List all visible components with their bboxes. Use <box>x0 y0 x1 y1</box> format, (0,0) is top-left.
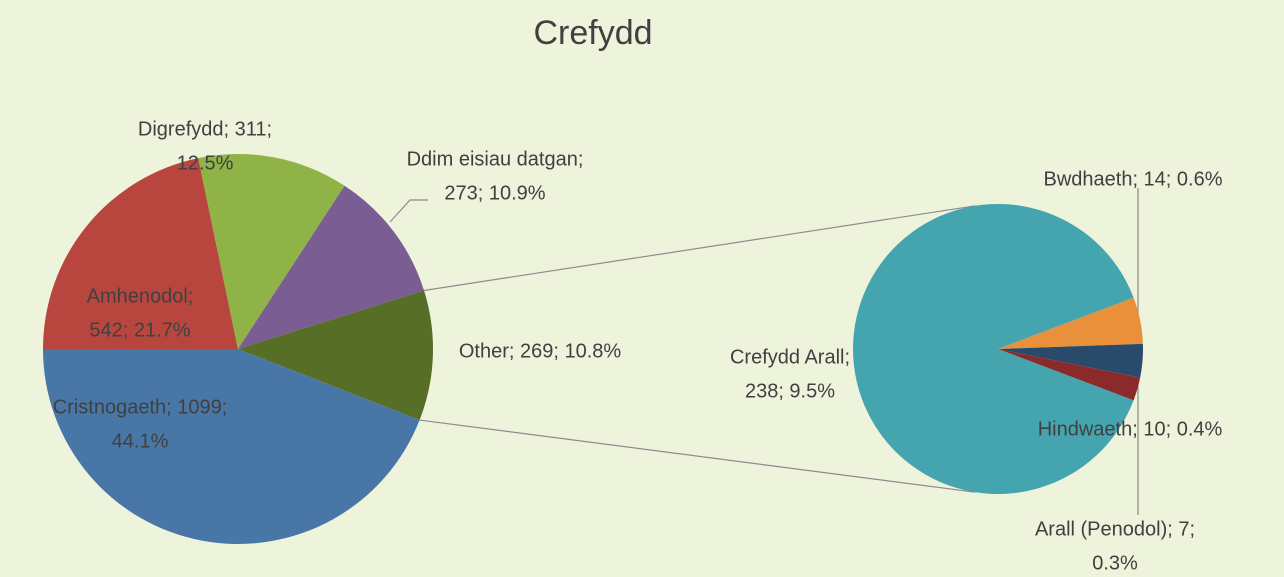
pie-slice <box>998 297 1143 349</box>
data-label: 44.1% <box>112 430 169 452</box>
data-label: Arall (Penodol); 7; <box>1035 518 1195 540</box>
pie-slice <box>43 349 420 545</box>
data-label: Bwdhaeth; 14; 0.6% <box>1043 168 1222 190</box>
data-label: 12.5% <box>177 152 234 174</box>
data-label: 0.3% <box>1092 552 1138 574</box>
data-label: Cristnogaeth; 1099; <box>53 396 228 418</box>
data-label: Ddim eisiau datgan; <box>407 148 584 170</box>
data-label: Amhenodol; <box>87 285 194 307</box>
pie-slice <box>998 349 1141 401</box>
leader-line <box>389 199 428 223</box>
data-label: Hindwaeth; 10; 0.4% <box>1038 418 1223 440</box>
pie-slice <box>238 290 433 421</box>
connector-line <box>423 205 976 292</box>
chart-title: Crefydd <box>533 14 652 52</box>
data-label: Digrefydd; 311; <box>138 118 272 140</box>
pie-slice <box>43 158 238 349</box>
connector-line <box>419 419 976 493</box>
pie-slice <box>853 203 1134 495</box>
pie-slice <box>238 185 425 349</box>
data-label: 542; 21.7% <box>89 319 190 341</box>
data-label: Other; 269; 10.8% <box>459 340 622 362</box>
data-label: 238; 9.5% <box>745 380 835 402</box>
pie-slice <box>998 343 1144 378</box>
pie-slice <box>198 154 345 349</box>
data-label: 273; 10.9% <box>444 182 545 204</box>
data-label: Crefydd Arall; <box>730 346 850 368</box>
